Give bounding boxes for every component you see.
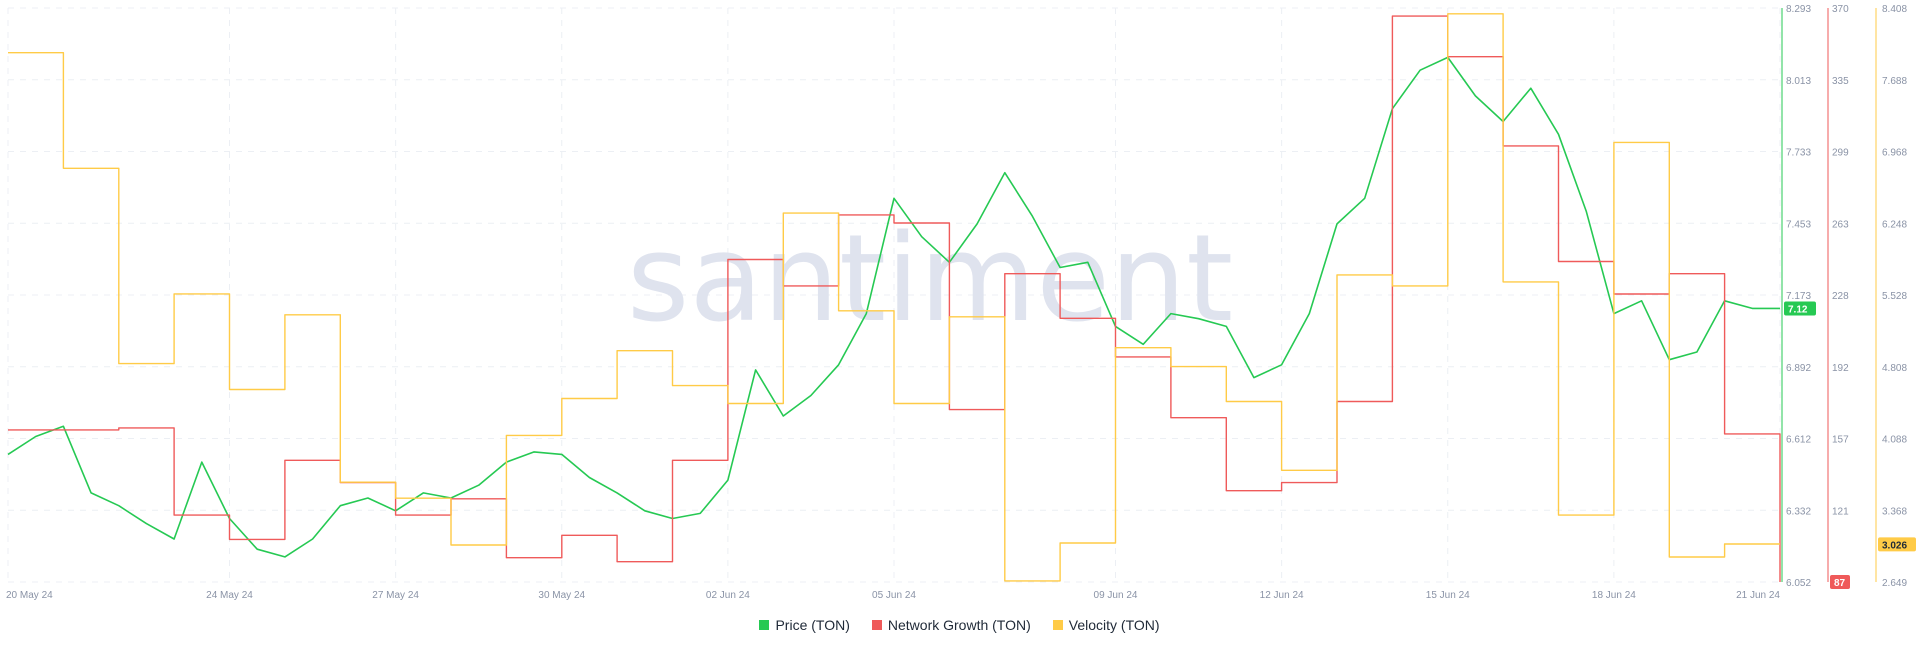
current-value-label-velocity: 3.026 [1882,540,1907,551]
y-tick-label-velocity: 3.368 [1882,506,1907,517]
legend-item-velocity[interactable]: Velocity (TON) [1052,617,1160,633]
y-tick-label-velocity: 6.968 [1882,148,1907,159]
y-tick-label-price: 6.052 [1786,578,1811,589]
y-tick-label-network-growth: 299 [1832,148,1849,159]
y-tick-label-network-growth: 157 [1832,435,1849,446]
y-tick-label-price: 7.733 [1786,148,1811,159]
legend-item-network-growth[interactable]: Network Growth (TON) [871,617,1031,633]
x-tick-label: 02 Jun 24 [706,590,750,601]
y-tick-label-price: 7.453 [1786,219,1811,230]
legend-swatch-velocity [1052,620,1063,630]
y-tick-label-velocity: 4.808 [1882,363,1907,374]
y-tick-label-network-growth: 121 [1832,506,1849,517]
series-line-velocity [8,13,1780,582]
x-tick-label: 18 Jun 24 [1592,590,1636,601]
x-tick-label: 27 May 24 [372,590,419,601]
y-tick-label-price: 8.293 [1786,4,1811,15]
x-tick-label: 30 May 24 [538,590,585,601]
legend-label-price: Price (TON) [775,617,850,633]
legend-swatch-price [759,620,770,630]
legend: Price (TON) Network Growth (TON) Velocit… [0,617,1919,633]
y-tick-label-network-growth: 192 [1832,363,1849,374]
x-tick-label: 12 Jun 24 [1260,590,1304,601]
current-value-label-network-growth: 87 [1834,578,1846,589]
current-value-badge-network-growth [1830,575,1850,589]
y-tick-label-network-growth: 263 [1832,219,1849,230]
y-tick-label-price: 7.173 [1786,291,1811,302]
series-line-price [7,56,1780,558]
y-tick-label-price: 8.013 [1786,76,1811,87]
x-tick-label: 21 Jun 24 [1736,590,1780,601]
y-tick-label-price: 6.892 [1786,363,1811,374]
y-tick-label-network-growth: 228 [1832,291,1849,302]
y-tick-label-network-growth: 335 [1832,76,1849,87]
x-tick-label: 09 Jun 24 [1094,590,1138,601]
y-tick-label-velocity: 5.528 [1882,291,1907,302]
y-tick-label-velocity: 2.649 [1882,578,1907,589]
y-tick-label-price: 6.332 [1786,506,1811,517]
x-tick-label: 05 Jun 24 [872,590,916,601]
y-tick-label-price: 6.612 [1786,435,1811,446]
x-tick-label: 15 Jun 24 [1426,590,1470,601]
watermark-text: santiment [627,210,1233,349]
legend-label-velocity: Velocity (TON) [1068,617,1160,633]
current-value-badge-velocity [1878,537,1916,552]
current-value-label-price: 7.12 [1788,304,1808,315]
x-tick-label: 24 May 24 [206,590,253,601]
legend-swatch-network-growth [871,620,882,630]
current-value-badge-price [1784,301,1816,316]
legend-item-price[interactable]: Price (TON) [759,617,850,633]
y-tick-label-network-growth: 370 [1832,4,1849,15]
legend-label-network-growth: Network Growth (TON) [887,617,1031,633]
y-tick-label-velocity: 8.408 [1882,4,1907,15]
x-tick-label: 20 May 24 [6,590,53,601]
y-tick-label-velocity: 4.088 [1882,435,1907,446]
y-tick-label-velocity: 6.248 [1882,219,1907,230]
y-tick-label-velocity: 7.688 [1882,76,1907,87]
